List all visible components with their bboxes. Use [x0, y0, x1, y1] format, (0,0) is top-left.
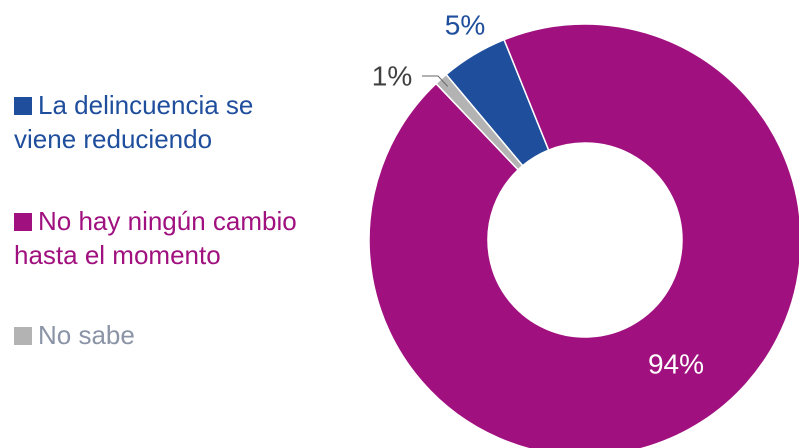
legend-label: No sabe [38, 320, 135, 350]
data-label: 94% [648, 348, 704, 379]
data-label: 5% [445, 9, 485, 40]
legend-swatch [14, 97, 32, 115]
legend-item: No sabe [14, 318, 354, 352]
donut-slice [434, 73, 524, 171]
legend-swatch [14, 213, 32, 231]
legend-item: La delincuencia se viene reduciendo [14, 88, 314, 156]
leader-line [422, 75, 449, 87]
donut-slice [368, 23, 799, 448]
legend-swatch [14, 327, 32, 345]
legend-item: No hay ningún cambio hasta el momento [14, 204, 354, 272]
data-label: 1% [372, 60, 412, 91]
legend-label: La delincuencia se viene reduciendo [14, 90, 254, 154]
legend-label: No hay ningún cambio hasta el momento [14, 206, 297, 270]
